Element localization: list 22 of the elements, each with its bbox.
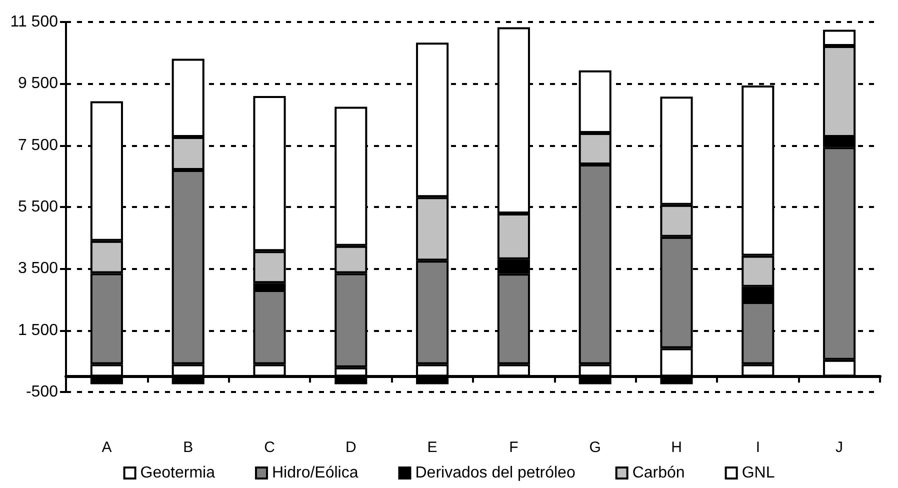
y-tick-label: 1 500 (18, 322, 58, 339)
legend-label: Carbón (632, 464, 685, 482)
legend-label: Derivados del petróleo (415, 464, 576, 482)
x-tick-label: F (509, 439, 518, 456)
x-tick-label: E (427, 439, 438, 456)
x-tick-label: C (264, 439, 276, 456)
x-tick-label: H (671, 439, 682, 456)
y-tick-label: 5 500 (18, 198, 58, 216)
y-tick-label: 9 500 (18, 75, 58, 92)
x-tick-label: J (836, 439, 844, 456)
y-tick-label: 3 500 (18, 260, 58, 278)
x-tick-label: I (756, 439, 760, 456)
legend-label: Geotermia (140, 464, 216, 482)
legend-label: GNL (742, 464, 775, 482)
y-tick-label: 11 500 (10, 14, 58, 30)
y-tick-label: 7 500 (18, 136, 58, 154)
x-tick-label: D (345, 439, 356, 456)
y-tick-label: -500 (26, 384, 58, 400)
legend-label: Hidro/Eólica (272, 464, 358, 482)
x-tick-label: G (589, 439, 601, 456)
x-tick-label: B (183, 439, 194, 456)
x-tick-label: A (102, 439, 112, 456)
